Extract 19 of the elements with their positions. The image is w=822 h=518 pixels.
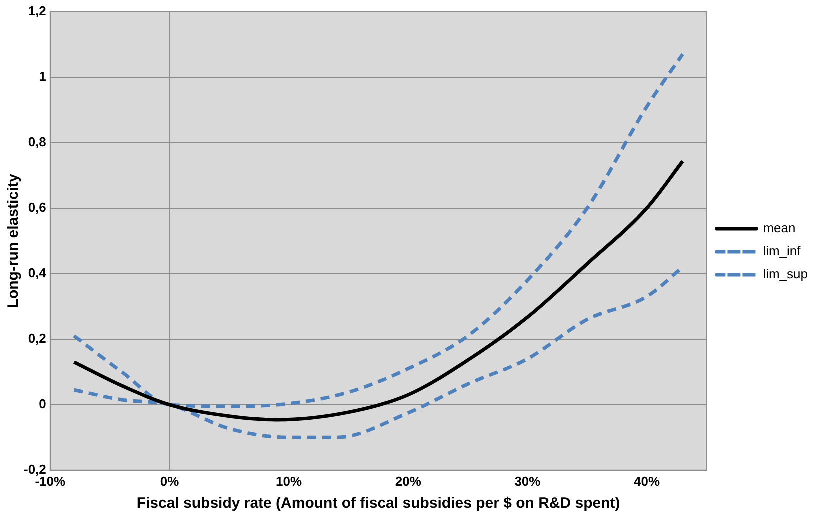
x-tick-label: 10%	[276, 474, 302, 489]
y-tick-label: 0,2	[28, 330, 46, 346]
x-tick-label: 20%	[395, 474, 422, 489]
line-series	[72, 160, 685, 422]
y-tick-label: 1	[39, 68, 46, 84]
y-axis-title: Long-run elasticity	[5, 173, 22, 308]
y-tick-label: 0,6	[28, 200, 46, 215]
y-tick-label: -0,2	[24, 462, 46, 477]
y-tick-label: 0,8	[28, 134, 46, 150]
legend-label: lim_sup	[763, 266, 808, 282]
x-tick-label: 30%	[514, 474, 542, 489]
x-axis-title: Fiscal subsidy rate (Amount of fiscal subsidies per $ on R&D spent)	[136, 495, 620, 512]
y-tick-label: 0	[39, 396, 46, 412]
y-tick-label: 1,2	[28, 3, 46, 18]
y-tick-label: 0,4	[28, 265, 48, 280]
x-tick-label: 40%	[634, 474, 660, 489]
x-tick-label: 0%	[160, 474, 180, 489]
legend-label: lim_inf	[763, 244, 802, 259]
legend-label: mean	[763, 220, 796, 236]
